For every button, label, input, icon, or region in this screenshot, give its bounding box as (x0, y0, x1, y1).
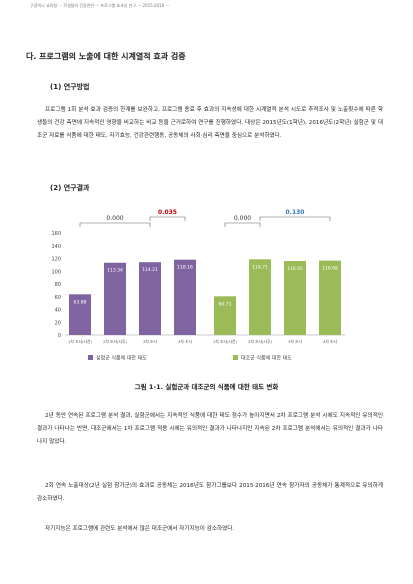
bar (284, 261, 306, 335)
significance-label: 0.000 (106, 215, 123, 222)
legend-swatch (88, 355, 93, 360)
x-tick-label: 1차 조사(사전) (68, 339, 93, 344)
significance-bracket (79, 222, 151, 227)
data-label: 63.88 (74, 299, 87, 305)
methods-paragraph: 프로그램 1회 분석 효과 검증의 한계를 보완하고, 프로그램 종료 후 효과… (37, 107, 383, 139)
significance-bracket (259, 216, 331, 221)
bar (319, 260, 341, 335)
x-tick-label: 3차 조사 (288, 339, 303, 344)
significance-label: 0.130 (286, 209, 305, 216)
result-paragraph-1: 2년 동안 연속된 프로그램 분석 결과, 실험군에서는 지속적인 식품에 대한… (37, 413, 383, 445)
data-label: 114.21 (142, 267, 158, 273)
x-tick-label: 4차 조사 (178, 339, 193, 344)
x-tick-label: 2차 조사(사후) (103, 339, 128, 344)
data-label: 116.05 (287, 266, 303, 272)
legend-label: 대조군 식품에 대한 태도 (241, 355, 292, 362)
x-tick-label: 4차 조사 (323, 339, 338, 344)
y-tick-label: 140 (51, 244, 61, 250)
y-tick-label: 0 (58, 333, 61, 339)
result-paragraph-3: 자기지능은 프로그램에 관련도 분석에서 많은 대조군에서 자기지능이 감소하였… (45, 526, 235, 532)
result-paragraph-2: 2회 연속 노출대상(2년 실험 참가군)의 효과로 공동체는 2016년도 참… (37, 483, 383, 502)
data-label: 113.34 (107, 268, 123, 274)
y-tick-label: 120 (51, 257, 61, 263)
x-tick-label: 3차 조사 (143, 339, 158, 344)
y-tick-label: 80 (55, 282, 61, 288)
running-header: 구광역시 교육청 ··· 학생들의 건강관련 ··· 프로그램 효과성 연구 ·… (30, 3, 170, 8)
data-label: 118.16 (177, 265, 193, 271)
legend-label: 실험군 식품에 대한 태도 (96, 355, 147, 362)
subsection-heading-methods: (1) 연구방법 (50, 83, 90, 91)
y-tick-label: 40 (55, 308, 61, 314)
section-heading: 다. 프로그램의 노출에 대한 시계열적 효과 검증 (26, 52, 186, 61)
y-tick-label: 160 (51, 231, 61, 237)
bar (139, 262, 161, 335)
bar (104, 262, 126, 335)
significance-bracket (224, 222, 261, 227)
data-label: 60.71 (219, 301, 232, 307)
y-tick-label: 100 (51, 269, 61, 275)
x-tick-label: 2차 조사(사후) (248, 339, 273, 344)
bar (69, 294, 91, 335)
legend-swatch (233, 355, 238, 360)
y-tick-label: 20 (55, 320, 61, 326)
data-label: 116.68 (322, 266, 338, 272)
figure-caption: 그림 1-1. 실험군과 대조군의 식품에 대한 태도 변화 (134, 383, 279, 391)
y-tick-label: 60 (55, 295, 61, 301)
attitude-bar-chart: 0 20 40 60 80 100 120 140 160 63.88 1차 조사(사전) 113.3… (51, 209, 345, 362)
bar (214, 296, 236, 335)
significance-bracket (149, 216, 186, 221)
data-label: 118.71 (252, 264, 268, 270)
significance-label: 0.000 (234, 215, 251, 222)
x-tick-label: 1차 조사(사전) (213, 339, 238, 344)
subsection-heading-results: (2) 연구결과 (50, 184, 90, 192)
significance-label: 0.035 (158, 209, 177, 216)
bar (174, 259, 196, 335)
bar (249, 259, 271, 335)
